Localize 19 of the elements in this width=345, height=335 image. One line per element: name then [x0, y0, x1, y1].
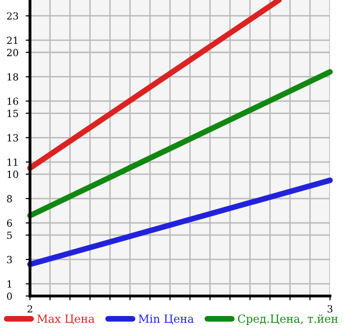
y-tick-label: 11 [8, 158, 18, 166]
legend-label: Max Цена [37, 314, 94, 324]
y-tick-label: 6 [7, 219, 12, 227]
x-tick-label: 2 [28, 305, 32, 312]
y-tick-label: 20 [7, 48, 18, 56]
y-tick-label: 16 [8, 98, 18, 105]
y-tick-label: 21 [7, 36, 18, 44]
y-tick-label: 10 [8, 170, 18, 178]
legend-label: Сред.Цена, т.йен [238, 314, 338, 325]
y-tick-label: 1 [8, 280, 12, 288]
y-tick-label: 8 [7, 195, 12, 202]
y-tick-label: 18 [8, 73, 18, 81]
y-tick-label: 5 [7, 232, 12, 239]
y-tick-label: 23 [7, 12, 18, 20]
y-tick-label: 15 [8, 110, 18, 118]
y-tick-label: 0 [7, 292, 12, 300]
legend-label: Min Цена [138, 314, 194, 324]
y-tick-label: 3 [7, 256, 12, 264]
y-tick-label: 13 [8, 134, 18, 142]
